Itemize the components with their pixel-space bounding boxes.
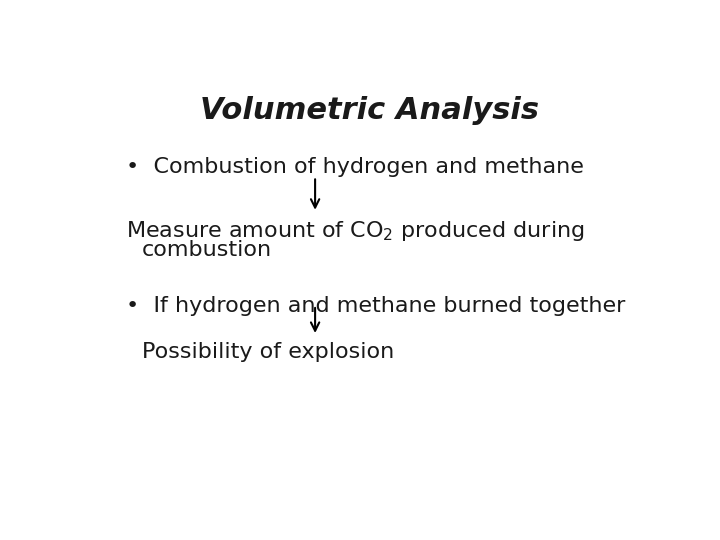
Text: Measure amount of $\mathregular{CO_2}$ produced during: Measure amount of $\mathregular{CO_2}$ p… [127, 219, 585, 243]
Text: Possibility of explosion: Possibility of explosion [142, 342, 394, 362]
Text: •  If hydrogen and methane burned together: • If hydrogen and methane burned togethe… [127, 296, 626, 316]
Text: Volumetric Analysis: Volumetric Analysis [199, 96, 539, 125]
Text: •  Combustion of hydrogen and methane: • Combustion of hydrogen and methane [127, 157, 585, 177]
Text: combustion: combustion [142, 240, 272, 260]
